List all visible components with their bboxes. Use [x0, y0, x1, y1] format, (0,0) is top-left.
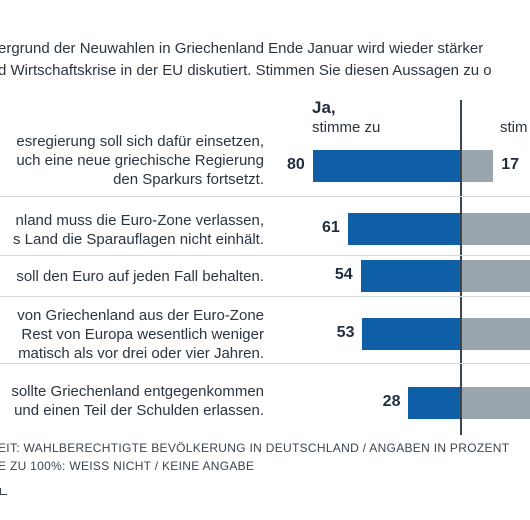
bar-nein: [462, 150, 494, 182]
bar-ja: [360, 260, 460, 292]
statement-line: nland muss die Euro-Zone verlassen,: [15, 212, 264, 229]
header-ja: Ja,: [312, 98, 336, 117]
value-label-ja: 53: [336, 324, 355, 341]
value-label-ja: 54: [334, 266, 353, 283]
bar-ja: [347, 213, 460, 245]
statement-label: esregierung soll sich dafür einsetzen, uc…: [16, 132, 264, 189]
statement-line: esregierung soll sich dafür einsetzen,: [16, 133, 264, 150]
row-separator: [0, 255, 530, 256]
value-label-nein: 17: [501, 156, 520, 173]
statement-line: den Sparkurs fortsetzt.: [113, 171, 264, 188]
source-line-1: EIT: WAHLBERECHTIGTE BEVÖLKERUNG IN DEUT…: [0, 441, 510, 455]
source-line-2: E ZU 100%: WEISS NICHT / KEINE ANGABE: [0, 459, 255, 473]
bar-ja: [362, 318, 460, 350]
value-label-ja: 61: [321, 219, 340, 236]
statement-line: Rest von Europa wesentlich weniger: [21, 326, 264, 343]
statement-line: sollte Griechenland entgegenkommen: [11, 383, 264, 400]
row-separator: [0, 363, 530, 364]
bar-ja: [312, 150, 460, 182]
row-separator: [0, 196, 530, 197]
bar-nein: [462, 260, 530, 292]
statement-line: von Griechenland aus der Euro-Zone: [17, 307, 264, 324]
corner-mark: [0, 488, 7, 495]
source-note: EIT: WAHLBERECHTIGTE BEVÖLKERUNG IN DEUT…: [0, 439, 509, 475]
statement-label: sollte Griechenland entgegenkommen und ei…: [11, 382, 264, 420]
bar-nein: [462, 387, 530, 419]
bar-nein: [462, 318, 530, 350]
header-ja-subtitle: stimme zu: [312, 119, 381, 136]
statement-label: nland muss die Euro-Zone verlassen, s Lan…: [13, 211, 264, 249]
intro-line-1: ergrund der Neuwahlen in Griechenland En…: [0, 40, 484, 57]
intro-text: ergrund der Neuwahlen in Griechenland En…: [0, 38, 530, 82]
bar-ja: [408, 387, 460, 419]
row-separator: [0, 296, 530, 297]
statement-line: uch eine neue griechische Regierung: [16, 152, 264, 169]
bar-nein: [462, 213, 530, 245]
statement-line: soll den Euro auf jeden Fall behalten.: [16, 268, 264, 285]
statement-label: von Griechenland aus der Euro-Zone Rest v…: [17, 306, 264, 363]
intro-line-2: d Wirtschaftskrise in der EU diskutiert.…: [0, 62, 492, 79]
statement-line: matisch als vor drei oder vier Jahren.: [18, 345, 264, 362]
header-nein-subtitle: stim: [500, 119, 528, 136]
value-label-ja: 28: [382, 393, 401, 410]
center-divider: [460, 100, 462, 435]
statement-label: soll den Euro auf jeden Fall behalten.: [16, 267, 264, 286]
statement-line: und einen Teil der Schulden erlassen.: [14, 402, 264, 419]
statement-line: s Land die Sparauflagen nicht einhält.: [12, 231, 264, 248]
value-label-ja: 80: [287, 156, 305, 173]
